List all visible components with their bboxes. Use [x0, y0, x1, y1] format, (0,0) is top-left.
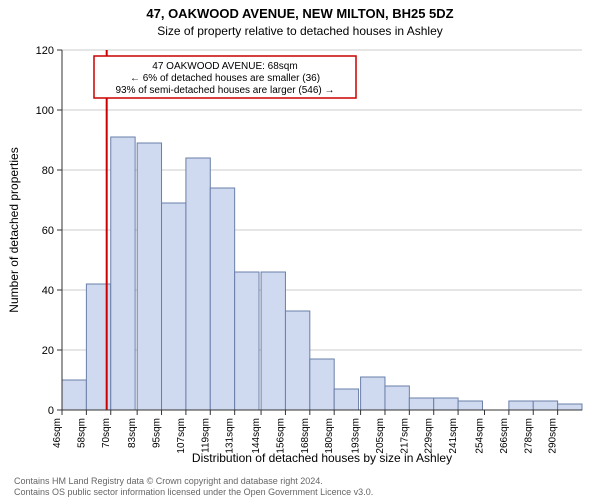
annotation-line3: 93% of semi-detached houses are larger (… — [115, 85, 334, 96]
x-tick-label: 168sqm — [300, 418, 311, 454]
x-tick-label: 278sqm — [523, 418, 534, 454]
x-tick-label: 83sqm — [127, 418, 138, 448]
x-tick-label: 58sqm — [76, 418, 87, 448]
histogram-bar — [361, 377, 385, 410]
histogram-bar — [533, 401, 557, 410]
histogram-bar — [334, 389, 358, 410]
x-tick-label: 180sqm — [324, 418, 335, 454]
x-tick-label: 193sqm — [351, 418, 362, 454]
copyright-line1: Contains HM Land Registry data © Crown c… — [14, 476, 323, 486]
x-axis-label: Distribution of detached houses by size … — [192, 451, 452, 465]
x-tick-label: 46sqm — [52, 418, 63, 448]
chart-container: 47, OAKWOOD AVENUE, NEW MILTON, BH25 5DZ… — [0, 0, 600, 500]
x-tick-label: 229sqm — [424, 418, 435, 454]
y-tick-label: 0 — [48, 405, 54, 417]
annotation-line2: ← 6% of detached houses are smaller (36) — [130, 73, 320, 84]
x-tick-label: 70sqm — [101, 418, 112, 448]
histogram-bar — [558, 404, 582, 410]
x-tick-label: 254sqm — [475, 418, 486, 454]
y-tick-label: 20 — [42, 345, 54, 357]
histogram-bar — [409, 398, 433, 410]
x-tick-label: 95sqm — [152, 418, 163, 448]
x-tick-label: 119sqm — [200, 418, 211, 453]
y-tick-label: 40 — [42, 285, 54, 297]
y-tick-label: 100 — [36, 105, 54, 117]
x-tick-label: 217sqm — [399, 418, 410, 454]
x-tick-label: 241sqm — [448, 418, 459, 454]
annotation-line1: 47 OAKWOOD AVENUE: 68sqm — [152, 61, 297, 72]
x-tick-label: 107sqm — [176, 418, 187, 454]
x-tick-label: 205sqm — [375, 418, 386, 454]
histogram-bar — [385, 386, 409, 410]
histogram-bar — [111, 137, 135, 410]
histogram-bar — [210, 188, 234, 410]
histogram-bar — [162, 203, 186, 410]
histogram-bar — [434, 398, 458, 410]
histogram-bar — [310, 359, 334, 410]
y-axis-label: Number of detached properties — [7, 147, 21, 312]
x-tick-label: 144sqm — [251, 418, 262, 454]
histogram-bar — [509, 401, 533, 410]
chart-title-main: 47, OAKWOOD AVENUE, NEW MILTON, BH25 5DZ — [146, 6, 453, 21]
histogram-bar — [186, 158, 210, 410]
y-tick-label: 80 — [42, 165, 54, 177]
histogram-bar — [285, 311, 309, 410]
chart-svg: 47, OAKWOOD AVENUE, NEW MILTON, BH25 5DZ… — [0, 0, 600, 500]
histogram-bar — [458, 401, 482, 410]
histogram-bar — [235, 272, 259, 410]
histogram-bar — [137, 143, 161, 410]
histogram-bar — [261, 272, 285, 410]
y-tick-label: 120 — [36, 45, 54, 57]
x-tick-label: 131sqm — [225, 418, 236, 454]
copyright-line2: Contains OS public sector information li… — [14, 487, 373, 497]
x-tick-label: 290sqm — [548, 418, 559, 454]
x-tick-label: 266sqm — [499, 418, 510, 454]
y-tick-label: 60 — [42, 225, 54, 237]
x-tick-label: 156sqm — [275, 418, 286, 454]
chart-title-sub: Size of property relative to detached ho… — [157, 24, 443, 38]
histogram-bar — [62, 380, 86, 410]
